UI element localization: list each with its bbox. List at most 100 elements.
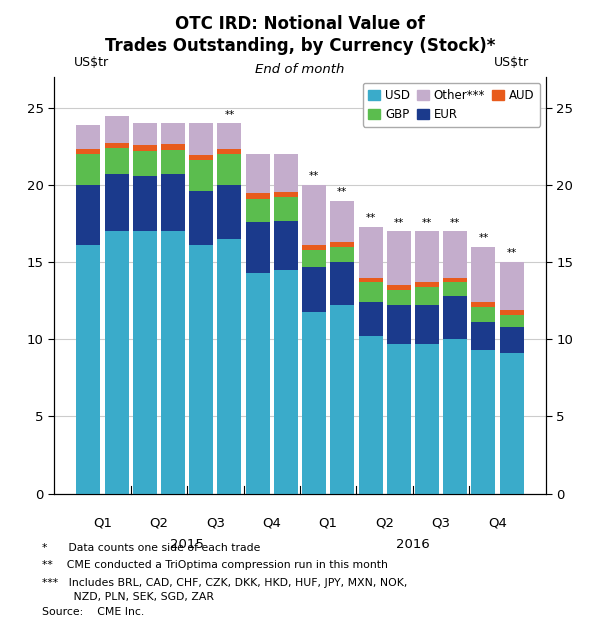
Bar: [189, 123, 213, 155]
Bar: [217, 149, 241, 154]
Bar: [274, 197, 298, 221]
Text: Q4: Q4: [488, 517, 507, 530]
Legend: USD, GBP, Other***, EUR, AUD: USD, GBP, Other***, EUR, AUD: [362, 83, 540, 126]
Text: ***   Includes BRL, CAD, CHF, CZK, DKK, HKD, HUF, JPY, MXN, NOK,: *** Includes BRL, CAD, CHF, CZK, DKK, HK…: [42, 578, 407, 588]
Bar: [387, 231, 411, 285]
Bar: [472, 307, 496, 322]
Bar: [302, 250, 326, 267]
Text: **: **: [394, 218, 404, 228]
Bar: [500, 353, 524, 494]
Bar: [274, 154, 298, 192]
Text: Source:    CME Inc.: Source: CME Inc.: [42, 607, 144, 617]
Bar: [76, 185, 100, 245]
Bar: [217, 123, 241, 149]
Bar: [443, 283, 467, 296]
Bar: [443, 339, 467, 494]
Bar: [189, 160, 213, 191]
Bar: [387, 290, 411, 305]
Text: **: **: [309, 172, 319, 181]
Bar: [359, 283, 383, 302]
Bar: [331, 247, 355, 262]
Text: **: **: [478, 233, 488, 243]
Text: NZD, PLN, SEK, SGD, ZAR: NZD, PLN, SEK, SGD, ZAR: [42, 592, 214, 602]
Bar: [104, 143, 128, 148]
Bar: [274, 270, 298, 494]
Bar: [76, 154, 100, 185]
Bar: [331, 242, 355, 247]
Bar: [274, 192, 298, 197]
Bar: [472, 302, 496, 307]
Bar: [302, 312, 326, 494]
Bar: [217, 185, 241, 239]
Bar: [76, 149, 100, 154]
Bar: [104, 148, 128, 175]
Bar: [331, 262, 355, 305]
Bar: [359, 278, 383, 283]
Bar: [415, 283, 439, 287]
Text: **: **: [365, 213, 376, 223]
Bar: [359, 336, 383, 494]
Text: OTC IRD: Notional Value of: OTC IRD: Notional Value of: [175, 15, 425, 33]
Text: **: **: [422, 218, 432, 228]
Bar: [189, 191, 213, 245]
Bar: [189, 245, 213, 494]
Bar: [245, 273, 269, 494]
Text: Q4: Q4: [262, 517, 281, 530]
Bar: [415, 344, 439, 494]
Bar: [302, 267, 326, 312]
Text: **: **: [450, 218, 460, 228]
Bar: [500, 315, 524, 327]
Bar: [217, 239, 241, 494]
Bar: [415, 231, 439, 283]
Text: 2016: 2016: [396, 538, 430, 552]
Bar: [500, 262, 524, 310]
Bar: [387, 285, 411, 290]
Bar: [133, 145, 157, 151]
Bar: [217, 154, 241, 185]
Bar: [387, 344, 411, 494]
Text: 2015: 2015: [170, 538, 204, 552]
Bar: [415, 305, 439, 344]
Text: Q3: Q3: [431, 517, 451, 530]
Bar: [387, 305, 411, 344]
Bar: [274, 221, 298, 270]
Bar: [76, 125, 100, 149]
Text: **: **: [337, 187, 347, 197]
Bar: [133, 151, 157, 176]
Bar: [472, 350, 496, 494]
Bar: [133, 176, 157, 231]
Bar: [331, 201, 355, 242]
Text: **: **: [224, 110, 235, 120]
Text: **    CME conducted a TriOptima compression run in this month: ** CME conducted a TriOptima compression…: [42, 560, 388, 570]
Bar: [189, 155, 213, 160]
Bar: [161, 175, 185, 231]
Bar: [331, 305, 355, 494]
Text: Q1: Q1: [93, 517, 112, 530]
Bar: [500, 327, 524, 353]
Bar: [161, 150, 185, 175]
Text: Q2: Q2: [149, 517, 169, 530]
Text: Q2: Q2: [375, 517, 394, 530]
Text: *      Data counts one side of each trade: * Data counts one side of each trade: [42, 543, 260, 553]
Bar: [472, 247, 496, 302]
Text: End of month: End of month: [256, 63, 344, 76]
Bar: [133, 231, 157, 494]
Text: US$tr: US$tr: [74, 56, 109, 70]
Bar: [245, 222, 269, 273]
Bar: [443, 278, 467, 283]
Bar: [104, 231, 128, 494]
Text: **: **: [506, 249, 517, 259]
Bar: [76, 245, 100, 494]
Bar: [359, 226, 383, 278]
Text: US$tr: US$tr: [493, 56, 529, 70]
Bar: [302, 185, 326, 245]
Bar: [161, 144, 185, 150]
Bar: [133, 123, 157, 145]
Bar: [443, 231, 467, 278]
Bar: [302, 245, 326, 250]
Bar: [415, 287, 439, 305]
Bar: [161, 231, 185, 494]
Bar: [500, 310, 524, 315]
Text: Q1: Q1: [319, 517, 338, 530]
Bar: [245, 154, 269, 193]
